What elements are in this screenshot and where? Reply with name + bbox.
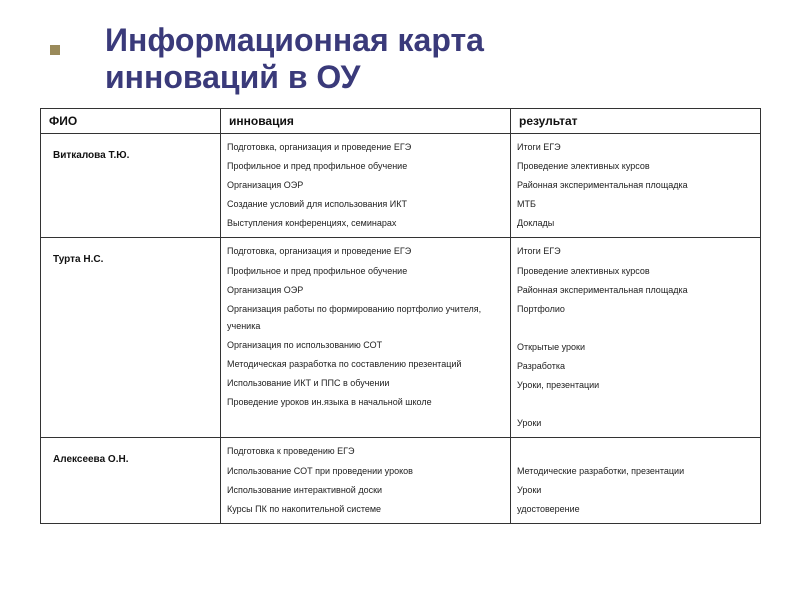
- list-item: Создание условий для использования ИКТ: [227, 195, 504, 214]
- list-item: Методические разработки, презентации: [517, 462, 754, 481]
- result-cell: Итоги ЕГЭПроведение элективных курсовРай…: [511, 238, 761, 438]
- col-header-result: результат: [511, 109, 761, 134]
- list-item: Профильное и пред профильное обучение: [227, 157, 504, 176]
- col-header-name: ФИО: [41, 109, 221, 134]
- list-item: Уроки: [517, 481, 754, 500]
- list-item: Организация ОЭР: [227, 281, 504, 300]
- list-item: Подготовка к проведению ЕГЭ: [227, 442, 504, 461]
- list-item: Курсы ПК по накопительной системе: [227, 500, 504, 519]
- table-header-row: ФИО инновация результат: [41, 109, 761, 134]
- list-item: Доклады: [517, 214, 754, 233]
- list-item: Разработка: [517, 357, 754, 376]
- list-item: Подготовка, организация и проведение ЕГЭ: [227, 138, 504, 157]
- title-line-1: Информационная карта: [105, 22, 484, 58]
- innovation-cell: Подготовка, организация и проведение ЕГЭ…: [221, 238, 511, 438]
- list-item: Выступления конференциях, семинарах: [227, 214, 504, 233]
- innovation-cell: Подготовка к проведению ЕГЭИспользование…: [221, 438, 511, 523]
- name-cell: Виткалова Т.Ю.: [41, 134, 221, 238]
- list-item: Портфолио: [517, 300, 754, 319]
- result-cell: Методические разработки, презентацииУрок…: [511, 438, 761, 523]
- list-item: Итоги ЕГЭ: [517, 242, 754, 261]
- list-item: [517, 395, 754, 414]
- list-item: Районная экспериментальная площадка: [517, 176, 754, 195]
- page-title: Информационная карта инноваций в ОУ: [105, 22, 484, 96]
- table-row: Алексеева О.Н.Подготовка к проведению ЕГ…: [41, 438, 761, 523]
- name-cell: Турта Н.С.: [41, 238, 221, 438]
- list-item: Уроки, презентации: [517, 376, 754, 395]
- list-item: Проведение элективных курсов: [517, 262, 754, 281]
- list-item: Подготовка, организация и проведение ЕГЭ: [227, 242, 504, 261]
- col-header-innovation: инновация: [221, 109, 511, 134]
- title-bullet: [50, 45, 60, 55]
- result-cell: Итоги ЕГЭПроведение элективных курсовРай…: [511, 134, 761, 238]
- list-item: Профильное и пред профильное обучение: [227, 262, 504, 281]
- list-item: Открытые уроки: [517, 338, 754, 357]
- innovation-table: ФИО инновация результат Виткалова Т.Ю.По…: [40, 108, 761, 524]
- list-item: [517, 442, 754, 461]
- list-item: Итоги ЕГЭ: [517, 138, 754, 157]
- list-item: Использование СОТ при проведении уроков: [227, 462, 504, 481]
- list-item: Организация работы по формированию портф…: [227, 300, 504, 336]
- title-line-2: инноваций в ОУ: [105, 59, 360, 95]
- table-row: Виткалова Т.Ю.Подготовка, организация и …: [41, 134, 761, 238]
- name-cell: Алексеева О.Н.: [41, 438, 221, 523]
- table-row: Турта Н.С.Подготовка, организация и пров…: [41, 238, 761, 438]
- list-item: Районная экспериментальная площадка: [517, 281, 754, 300]
- list-item: Уроки: [517, 414, 754, 433]
- list-item: Организация ОЭР: [227, 176, 504, 195]
- list-item: Использование ИКТ и ППС в обучении: [227, 374, 504, 393]
- list-item: [517, 319, 754, 338]
- list-item: Проведение уроков ин.языка в начальной ш…: [227, 393, 504, 412]
- list-item: МТБ: [517, 195, 754, 214]
- innovation-cell: Подготовка, организация и проведение ЕГЭ…: [221, 134, 511, 238]
- list-item: удостоверение: [517, 500, 754, 519]
- list-item: Методическая разработка по составлению п…: [227, 355, 504, 374]
- innovation-table-wrap: ФИО инновация результат Виткалова Т.Ю.По…: [40, 108, 760, 524]
- list-item: Проведение элективных курсов: [517, 157, 754, 176]
- list-item: Организация по использованию СОТ: [227, 336, 504, 355]
- list-item: Использование интерактивной доски: [227, 481, 504, 500]
